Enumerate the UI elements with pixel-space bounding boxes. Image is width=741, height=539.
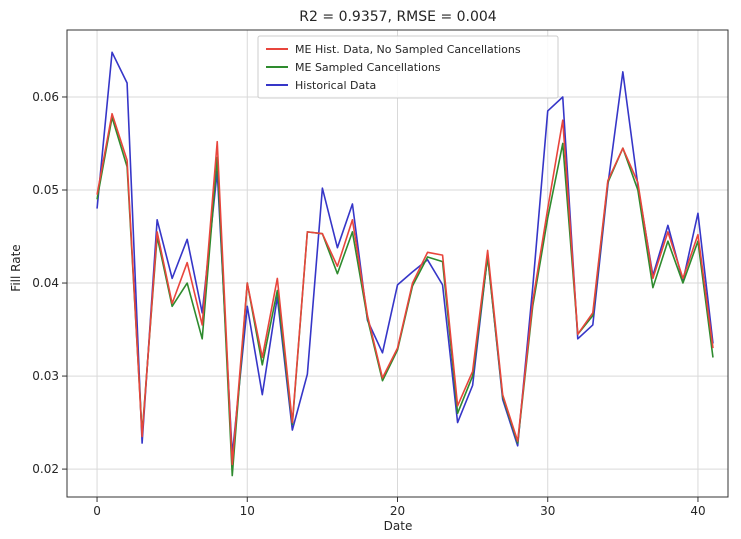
x-tick-label: 40 bbox=[690, 504, 705, 518]
x-tick-label: 20 bbox=[390, 504, 405, 518]
series-line-3 bbox=[96, 51, 714, 456]
y-axis-label: Fill Rate bbox=[9, 244, 23, 291]
legend-label: ME Hist. Data, No Sampled Cancellations bbox=[295, 43, 521, 56]
legend-label: ME Sampled Cancellations bbox=[295, 61, 441, 74]
series-line-1 bbox=[96, 112, 714, 466]
x-tick-label: 10 bbox=[240, 504, 255, 518]
y-tick-label: 0.06 bbox=[32, 90, 59, 104]
series-lines bbox=[96, 51, 714, 477]
y-tick-label: 0.02 bbox=[32, 462, 59, 476]
y-tick-label: 0.04 bbox=[32, 276, 59, 290]
grid bbox=[67, 30, 728, 497]
legend-label: Historical Data bbox=[295, 79, 376, 92]
x-tick-label: 0 bbox=[93, 504, 101, 518]
y-tick-label: 0.03 bbox=[32, 369, 59, 383]
legend-box bbox=[257, 35, 559, 99]
x-axis-label: Date bbox=[384, 519, 413, 533]
axis-ticks: 0 10 20 30 40 0.02 0.03 0.04 0.05 0.06 bbox=[32, 90, 705, 518]
y-tick-label: 0.05 bbox=[32, 183, 59, 197]
x-tick-label: 30 bbox=[540, 504, 555, 518]
legend: ME Hist. Data, No Sampled Cancellations M… bbox=[257, 35, 559, 99]
series-line-2 bbox=[96, 116, 714, 477]
chart-title: R2 = 0.9357, RMSE = 0.004 bbox=[299, 9, 496, 25]
